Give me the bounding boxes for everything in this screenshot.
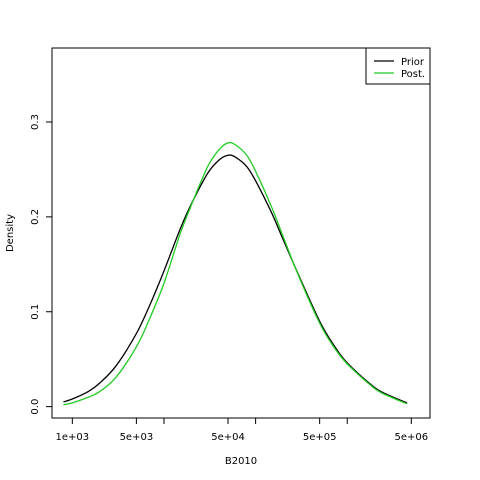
x-tick-label: 5e+04	[211, 432, 245, 443]
x-axis: 1e+03 5e+03 5e+04 5e+05 5e+06	[56, 417, 428, 443]
y-axis: 0.0 0.1 0.2 0.3	[30, 114, 53, 415]
series-lines	[63, 141, 408, 406]
y-tick-label: 0.1	[30, 304, 41, 320]
legend-label-prior: Prior	[401, 57, 425, 68]
x-tick-label: 1e+03	[56, 432, 90, 443]
y-axis-title: Density	[5, 214, 16, 252]
series-line-prior	[63, 154, 408, 404]
y-tick-label: 0.0	[30, 399, 41, 415]
x-tick-label: 5e+05	[303, 432, 337, 443]
x-tick-label: 5e+06	[394, 432, 428, 443]
legend-box	[365, 47, 431, 85]
y-tick-label: 0.3	[30, 114, 41, 130]
x-tick-label: 5e+03	[120, 432, 154, 443]
x-axis-title: B2010	[225, 456, 257, 467]
series-line-post	[63, 141, 408, 406]
legend-label-post: Post.	[401, 69, 425, 80]
legend: Prior Post.	[365, 47, 431, 85]
y-tick-label: 0.2	[30, 209, 41, 225]
